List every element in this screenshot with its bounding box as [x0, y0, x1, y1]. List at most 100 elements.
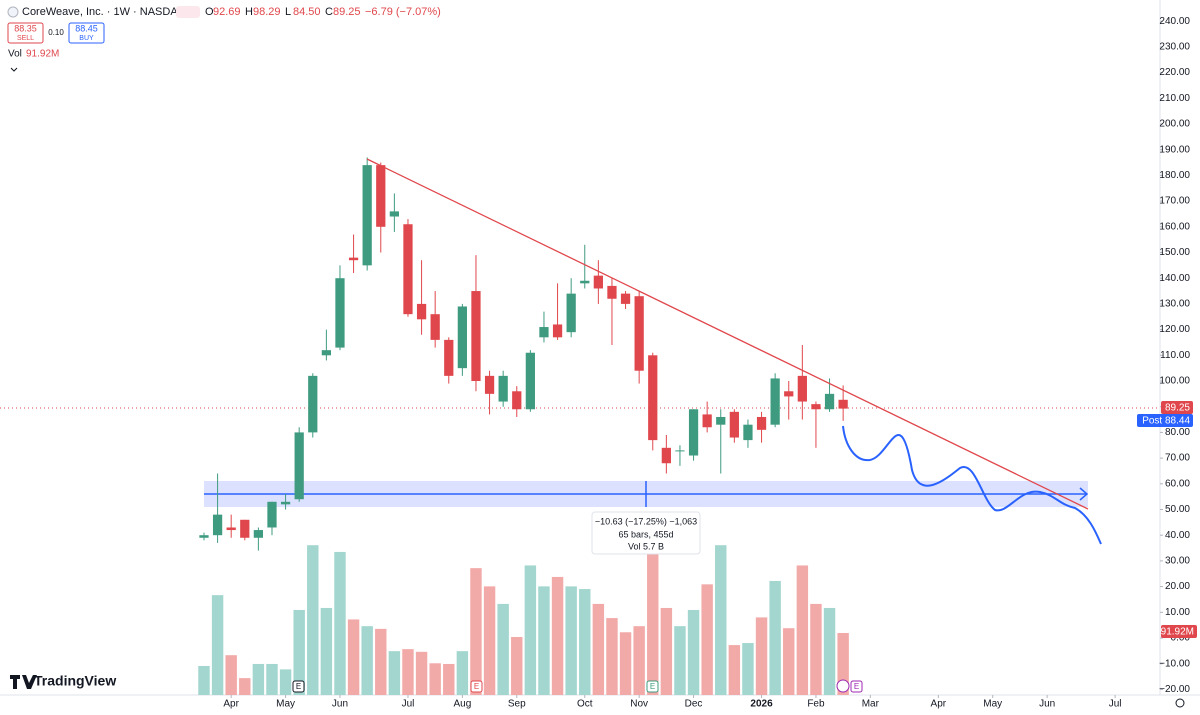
y-tick-label: 10.00: [1165, 607, 1190, 618]
axes: 240.00 230.00 220.00 210.00 200.00 190.00 180.…: [223, 16, 1190, 710]
x-tick-label: Feb: [807, 699, 825, 710]
volume-bar: [320, 607, 333, 695]
volume-bar: [783, 628, 795, 695]
candle-body: [784, 391, 794, 397]
volume-bar: [483, 586, 496, 695]
last-price-text: 89.25: [1165, 403, 1190, 414]
x-tick-label: Mar: [862, 699, 880, 710]
candle-body: [838, 399, 848, 409]
x-tick-label: Aug: [453, 699, 471, 710]
y-tick-label: 20.00: [1165, 581, 1190, 592]
volume-bar: [402, 649, 414, 695]
candle-body: [743, 424, 753, 441]
x-tick-label: Nov: [630, 699, 648, 710]
sell-price: 88.35: [14, 23, 37, 33]
volume-bar: [565, 586, 577, 695]
buy-label: BUY: [79, 35, 94, 42]
volume-bar: [579, 589, 591, 695]
candle-body: [389, 211, 399, 217]
volume-bar: [211, 595, 224, 695]
y-tick-label: 50.00: [1165, 504, 1190, 515]
volume-bar: [755, 617, 768, 695]
volume-bar: [619, 632, 632, 695]
event-label: E: [296, 682, 301, 691]
flag-icon[interactable]: [176, 6, 200, 18]
y-tick-label: 240.00: [1159, 16, 1190, 27]
x-tick-label: Jun: [332, 699, 348, 710]
last-price-tag: [1161, 401, 1193, 414]
ohlc-change: −6.79 (−7.07%): [365, 6, 441, 18]
y-tick-label: 60.00: [1165, 478, 1190, 489]
y-tick-label: 200.00: [1159, 119, 1190, 130]
candle-body: [566, 293, 576, 333]
candle-body: [512, 391, 522, 410]
volume-bar: [266, 663, 278, 695]
event-icon[interactable]: [470, 680, 483, 693]
brand: TradingView: [10, 673, 116, 689]
volume-bar: [347, 619, 360, 695]
volume-bar: [538, 586, 550, 695]
volume-bar: [687, 609, 700, 695]
event-label: E: [854, 682, 859, 691]
y-tick-label: 40.00: [1165, 530, 1190, 541]
legend: CoreWeave, Inc. · 1W · NASDAQ O 92.69 H 98.…: [7, 6, 441, 72]
y-tick-label: 190.00: [1159, 144, 1190, 155]
volume-bar: [837, 632, 849, 695]
event-icon[interactable]: [850, 680, 863, 693]
candle-body: [294, 432, 304, 500]
candle-body: [756, 416, 767, 430]
candle-body: [484, 375, 495, 394]
volume-bar: [769, 580, 781, 695]
volume-bar: [334, 551, 346, 695]
candle-body: [729, 411, 739, 438]
ohlc-key: L: [285, 6, 291, 18]
candle-body: [539, 327, 549, 338]
y-tick-label: 140.00: [1159, 273, 1190, 284]
candle-body: [620, 293, 631, 304]
dividend-icon[interactable]: [836, 679, 850, 693]
candle-body: [634, 296, 644, 371]
volume-bar: [592, 603, 605, 695]
y-tick-label: −10.00: [1159, 658, 1190, 669]
volume-bar: [470, 568, 482, 695]
buy-price: 88.45: [75, 23, 98, 33]
candle-body: [444, 339, 454, 376]
sell-label: SELL: [17, 35, 34, 42]
volume-bar: [660, 607, 673, 695]
candle-body: [226, 527, 236, 531]
ohlc-key: O: [205, 6, 214, 18]
volume-bar: [239, 678, 251, 695]
candle-body: [580, 280, 590, 284]
volume-bar: [633, 626, 645, 695]
y-tick-label: 100.00: [1159, 376, 1190, 387]
event-icon[interactable]: [292, 680, 305, 693]
collapse-icon[interactable]: [10, 67, 18, 72]
y-tick-label: 80.00: [1165, 427, 1190, 438]
candle-body: [321, 350, 332, 356]
candle-body: [675, 450, 685, 452]
event-icon[interactable]: [646, 680, 659, 693]
y-tick-label: 30.00: [1165, 556, 1190, 567]
volume-bar: [796, 565, 809, 695]
vol-value: 91.92M: [26, 49, 59, 60]
candle-body: [457, 306, 467, 369]
candle-body: [348, 257, 359, 261]
candle-body: [335, 278, 345, 348]
sell-button[interactable]: [7, 22, 44, 44]
vol-label: Vol: [8, 49, 22, 60]
forecast-curve: [842, 425, 1102, 545]
volume-bar: [415, 651, 428, 695]
y-tick-label: 70.00: [1165, 453, 1190, 464]
settings-icon[interactable]: [1175, 698, 1185, 708]
ohlc-value: 92.69: [213, 6, 241, 18]
volume-bar: [293, 609, 305, 695]
volume-bar: [429, 663, 441, 695]
candle-body: [416, 303, 427, 320]
ohlc-key: H: [245, 6, 253, 18]
volume-bar: [279, 669, 292, 695]
buy-button[interactable]: [68, 22, 105, 44]
volume-bar: [497, 603, 509, 695]
candle-body: [212, 514, 223, 536]
candle-body: [607, 285, 617, 299]
